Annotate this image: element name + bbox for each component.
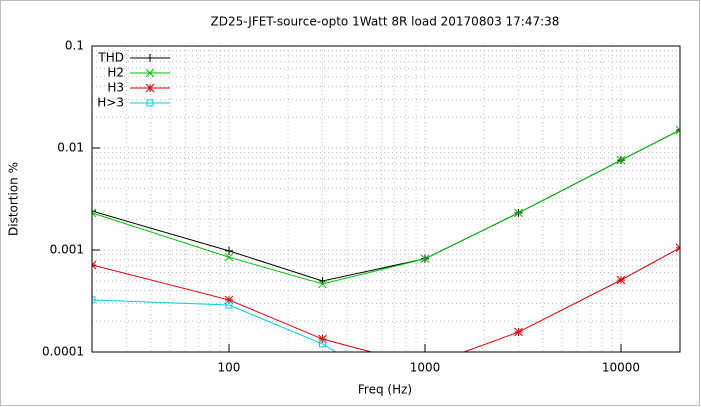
legend-label: H3 [107, 81, 124, 95]
marker [675, 125, 680, 135]
y-tick-label: 0.01 [57, 141, 84, 155]
y-axis-label: Distortion % [7, 162, 21, 236]
marker [616, 155, 626, 165]
marker [514, 327, 523, 337]
marker [225, 301, 233, 309]
chart-title: ZD25-JFET-source-opto 1Watt 8R load 2017… [211, 15, 560, 29]
marker [146, 54, 154, 62]
legend-label: THD [97, 51, 124, 65]
marker [92, 207, 96, 216]
marker [676, 126, 680, 135]
plot-area [92, 125, 680, 352]
marker [145, 83, 155, 93]
marker [92, 296, 96, 304]
marker [92, 208, 97, 218]
marker [318, 279, 327, 289]
marker [616, 275, 626, 285]
x-tick-label: 100 [218, 361, 241, 375]
grid [92, 45, 680, 353]
marker [224, 246, 233, 255]
legend-label: H2 [107, 66, 124, 80]
x-tick-label: 10000 [602, 361, 640, 375]
y-tick-label: 0.001 [50, 243, 84, 257]
marker [146, 99, 154, 107]
marker [514, 208, 523, 218]
series-line [92, 299, 337, 352]
legend-label: H>3 [97, 96, 124, 110]
marker [420, 254, 430, 264]
marker [145, 68, 155, 78]
x-tick-label: 1000 [410, 361, 441, 375]
marker [318, 334, 327, 344]
plot-border [91, 45, 681, 353]
marker [224, 252, 234, 262]
y-tick-label: 0.0001 [42, 345, 84, 359]
marker [224, 295, 234, 305]
x-axis-label: Freq (Hz) [358, 383, 412, 397]
y-tick-label: 0.1 [65, 39, 84, 53]
marker [319, 340, 327, 348]
